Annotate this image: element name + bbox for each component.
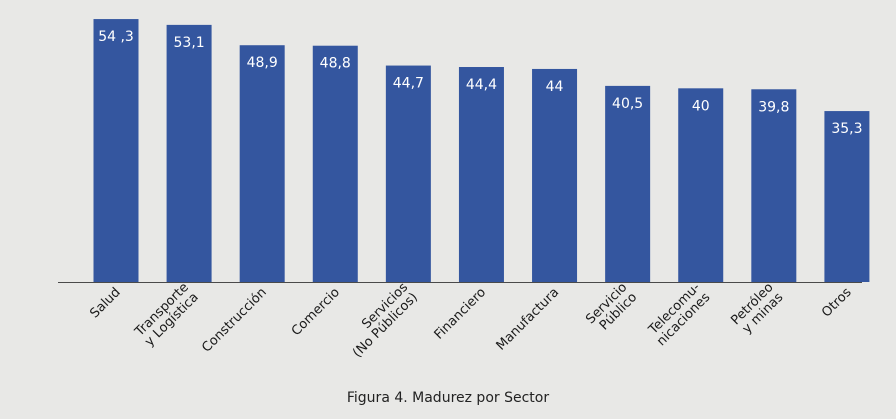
data-label: 48,9: [247, 55, 278, 71]
x-tick-label-line: Otros: [819, 285, 855, 321]
bar: [93, 19, 139, 282]
data-label: 35,3: [831, 121, 862, 137]
svg-text:Servicios(No Públicos): Servicios(No Públicos): [340, 280, 421, 361]
x-tick-label: ServicioPúblico: [583, 280, 640, 337]
x-tick-label: Petróleoy minas: [728, 280, 786, 338]
x-tick-label-line: Financiero: [432, 285, 490, 343]
data-label: 39,8: [758, 99, 789, 115]
bar: [605, 85, 651, 282]
svg-text:Financiero: Financiero: [432, 285, 490, 343]
x-tick-label: Transportey Logística: [132, 280, 202, 350]
bar: [678, 88, 724, 282]
data-label: 44,4: [466, 77, 497, 93]
bar: [166, 24, 212, 282]
x-tick-label: Servicios(No Públicos): [340, 280, 421, 361]
svg-text:Manufactura: Manufactura: [494, 285, 563, 354]
bar: [458, 67, 504, 282]
svg-text:Petróleoy minas: Petróleoy minas: [728, 280, 786, 338]
data-label: 44,7: [393, 76, 424, 92]
bar: [751, 89, 797, 282]
bar: [824, 111, 870, 282]
x-tick-label-line: Construcción: [199, 285, 270, 356]
figure-caption: Figura 4. Madurez por Sector: [346, 390, 550, 406]
x-tick-label: Comercio: [289, 285, 343, 339]
bar: [532, 68, 578, 282]
bar: [239, 45, 285, 282]
x-tick-label-line: Manufactura: [494, 285, 563, 354]
x-tick-label: Salud: [87, 285, 123, 321]
data-label: 40: [692, 98, 710, 114]
svg-text:Construcción: Construcción: [199, 285, 270, 356]
svg-text:Otros: Otros: [819, 285, 855, 321]
svg-text:ServicioPúblico: ServicioPúblico: [583, 280, 640, 337]
x-tick-label: Otros: [819, 285, 855, 321]
x-tick-label-line: Comercio: [289, 285, 343, 339]
svg-text:Telecomu-nicaciones: Telecomu-nicaciones: [644, 280, 713, 349]
svg-text:Comercio: Comercio: [289, 285, 343, 339]
data-label: 48,8: [320, 56, 351, 72]
x-tick-label-line: Salud: [87, 285, 123, 321]
x-tick-label: Construcción: [199, 285, 270, 356]
data-label: 40,5: [612, 96, 643, 112]
x-tick-label: Manufactura: [494, 285, 563, 354]
data-label: 54 ,3: [98, 29, 134, 45]
bar: [312, 45, 358, 283]
x-tick-label: Telecomu-nicaciones: [644, 280, 713, 349]
bar: [385, 65, 431, 282]
x-tick-label: Financiero: [432, 285, 490, 343]
svg-text:Salud: Salud: [87, 285, 123, 321]
data-label: 53,1: [174, 35, 205, 51]
svg-text:Transportey Logística: Transportey Logística: [132, 280, 202, 350]
data-label: 44: [546, 79, 564, 95]
